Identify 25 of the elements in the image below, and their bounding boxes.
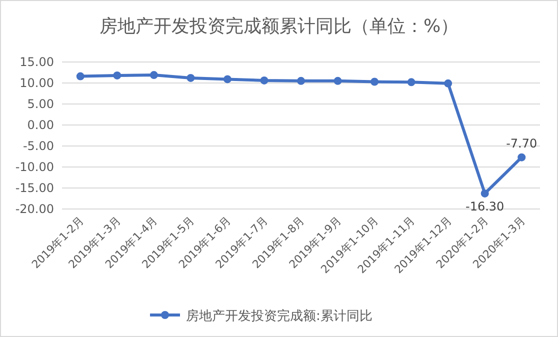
point [480, 189, 489, 198]
y-tick-label: 0.00 [27, 118, 54, 132]
point [518, 153, 526, 162]
y-tick-label: 5.00 [27, 97, 54, 111]
point [186, 74, 195, 82]
point [444, 79, 452, 88]
point [150, 71, 158, 80]
point [370, 78, 379, 86]
legend-label: 房地产开发投资完成额:累计同比 [186, 308, 372, 324]
y-tick-label: 10.00 [20, 76, 54, 90]
data-label: -16.30 [466, 199, 504, 214]
data-label: -7.70 [506, 136, 538, 150]
y-tick-label: -20.00 [15, 202, 54, 216]
point [260, 76, 268, 84]
y-tick-label: 15.00 [20, 55, 54, 69]
point [223, 75, 232, 84]
chart-title: 房地产开发投资完成额累计同比（单位：%） [99, 16, 459, 37]
point [407, 78, 416, 86]
point [76, 72, 84, 80]
point [334, 76, 342, 85]
y-tick-label: -15.00 [15, 181, 54, 195]
point [297, 76, 305, 85]
y-tick-label: -5.00 [22, 139, 54, 153]
y-tick-label: -10.00 [15, 160, 54, 174]
point [113, 71, 122, 80]
